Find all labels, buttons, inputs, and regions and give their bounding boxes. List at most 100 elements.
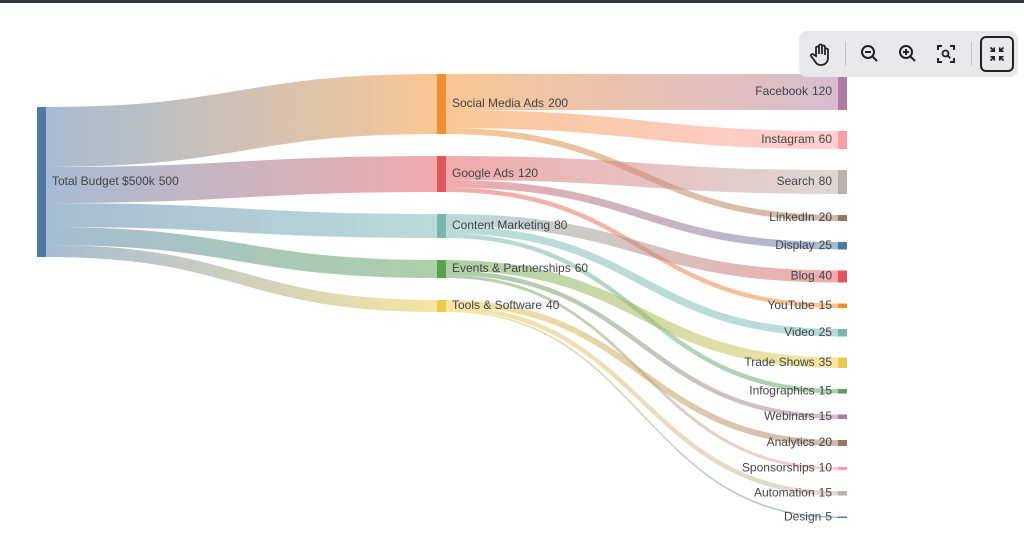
link	[445, 310, 839, 518]
node	[437, 300, 446, 312]
node-name: Google Ads	[452, 166, 514, 180]
node	[437, 260, 446, 278]
node-value: 20	[819, 435, 833, 449]
zoom-out-button[interactable]	[854, 38, 886, 70]
node-label: Webinars 15	[764, 409, 832, 423]
node-name: Automation	[754, 485, 815, 499]
links	[45, 73, 839, 518]
link	[45, 74, 438, 167]
node-name: Display	[775, 238, 814, 252]
node-label: Analytics 20	[767, 435, 833, 449]
node-name: Infographics	[749, 383, 814, 397]
node	[838, 389, 847, 394]
node-name: Sponsorships	[742, 461, 815, 475]
node-name: Social Media Ads	[452, 96, 544, 110]
node	[838, 516, 847, 518]
node-value: 40	[819, 269, 833, 283]
node-label: LinkedIn 20	[769, 210, 832, 224]
separator	[971, 42, 972, 66]
pan-button[interactable]	[805, 38, 837, 70]
link	[445, 270, 839, 419]
node	[838, 491, 847, 496]
node	[838, 467, 847, 470]
node	[838, 215, 847, 221]
node-value: 80	[554, 218, 568, 232]
node-value: 120	[812, 84, 832, 98]
node-label: Google Ads 120	[452, 166, 538, 180]
fit-button[interactable]	[930, 38, 962, 70]
node	[838, 170, 847, 194]
node-value: 15	[819, 383, 833, 397]
node-value: 40	[546, 298, 560, 312]
node-label: Total Budget $500k 500	[52, 174, 179, 188]
node	[838, 242, 847, 250]
node-name: Webinars	[764, 409, 814, 423]
node-name: Analytics	[767, 435, 815, 449]
node	[838, 440, 847, 446]
node-label: Tools & Software 40	[452, 298, 560, 312]
node-label: Video 25	[784, 325, 832, 339]
zoom-in-button[interactable]	[892, 38, 924, 70]
link	[45, 227, 438, 278]
node-name: Trade Shows	[744, 355, 814, 369]
node	[437, 74, 446, 134]
node-value: 15	[819, 485, 833, 499]
node-label: Content Marketing 80	[452, 218, 568, 232]
link	[445, 306, 839, 496]
node-label: Display 25	[775, 238, 832, 252]
node-name: Total Budget $500k	[52, 174, 156, 188]
node-label: Sponsorships 10	[742, 461, 832, 475]
node	[838, 303, 847, 308]
node	[838, 357, 847, 368]
node-name: Facebook	[755, 84, 809, 98]
node-value: 10	[819, 461, 833, 475]
node	[37, 107, 46, 257]
link	[445, 110, 839, 149]
node-name: Instagram	[761, 132, 814, 146]
node-label: Blog 40	[791, 269, 833, 283]
node-value: 25	[819, 238, 833, 252]
link	[445, 300, 839, 446]
node-value: 35	[819, 355, 833, 369]
node-label: Trade Shows 35	[744, 355, 832, 369]
node-name: LinkedIn	[769, 210, 814, 224]
node-value: 20	[819, 210, 833, 224]
node-name: Video	[784, 325, 815, 339]
node-value: 15	[819, 409, 833, 423]
link	[445, 180, 839, 250]
node	[838, 74, 847, 110]
link	[45, 156, 438, 203]
node-label: Automation 15	[754, 485, 832, 499]
node-label: Events & Partnerships 60	[452, 261, 588, 275]
node-label: Facebook 120	[755, 84, 832, 98]
node-label: YouTube 15	[767, 298, 832, 312]
node-label: Instagram 60	[761, 132, 832, 146]
node	[437, 156, 446, 192]
link	[445, 260, 839, 368]
link	[445, 156, 839, 194]
link	[45, 203, 438, 238]
link	[445, 226, 839, 337]
node-label: Infographics 15	[749, 383, 832, 397]
node-value: 120	[518, 166, 538, 180]
node-name: YouTube	[767, 298, 814, 312]
node-value: 5	[825, 509, 832, 523]
node-value: 60	[575, 261, 589, 275]
node-name: Search	[777, 174, 815, 188]
collapse-button[interactable]	[980, 36, 1014, 72]
node-name: Blog	[791, 269, 815, 283]
node	[838, 131, 847, 149]
node-value: 500	[159, 174, 179, 188]
node-name: Content Marketing	[452, 218, 550, 232]
node-value: 200	[548, 96, 568, 110]
node-label: Search 80	[777, 174, 833, 188]
node-name: Events & Partnerships	[452, 261, 571, 275]
separator	[845, 42, 846, 66]
node	[437, 214, 446, 238]
node	[838, 414, 847, 419]
node-value: 25	[819, 325, 833, 339]
link	[445, 214, 839, 283]
toolbar	[799, 31, 1018, 77]
top-bar	[0, 0, 1024, 3]
